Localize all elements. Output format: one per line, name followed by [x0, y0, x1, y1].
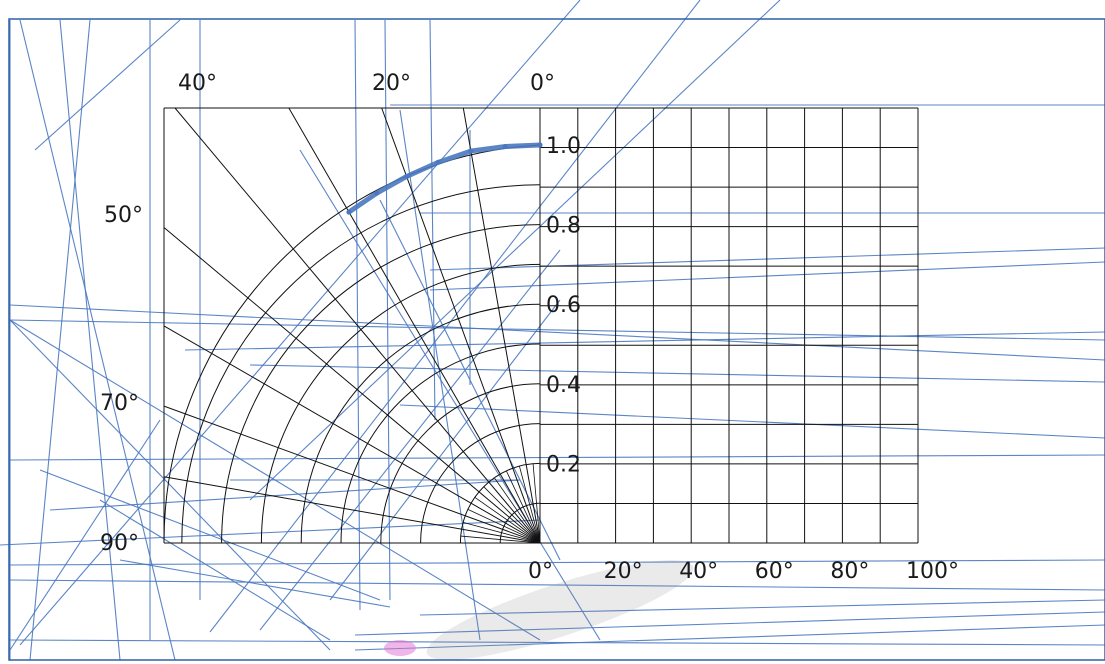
- stray-line: [49, 479, 521, 511]
- stray-line: [29, 19, 91, 661]
- polar-arc: [300, 303, 541, 544]
- angle-label: 50°: [104, 203, 143, 228]
- watermark-shape: [384, 640, 416, 656]
- stray-line: [19, 19, 176, 661]
- x-tick-label: 20°: [604, 559, 643, 584]
- frame-border: [8, 18, 1105, 661]
- stray-line: [354, 624, 1105, 651]
- polar-spoke: [163, 227, 541, 544]
- stray-line: [119, 559, 391, 608]
- polar-spoke: [288, 107, 541, 544]
- polar-spoke-minor: [494, 477, 541, 544]
- polar-spoke-minor: [474, 497, 541, 544]
- stray-line: [354, 611, 1105, 636]
- x-tick-label: 60°: [755, 559, 794, 584]
- polar-spoke: [174, 107, 541, 544]
- chart-labels: 1.0 0.8 0.6 0.4 0.2 0° 20° 40° 50° 70° 90° 0° 20° 40°…: [100, 71, 959, 584]
- stray-line: [9, 319, 1105, 341]
- stray-line: [9, 319, 331, 651]
- stray-line: [99, 499, 331, 641]
- polar-spoke-minor: [460, 535, 541, 544]
- radial-tick-label: 1.0: [546, 134, 581, 159]
- polar-spoke-minor: [505, 470, 541, 544]
- stray-line: [0, 519, 541, 546]
- polar-arc: [260, 263, 541, 544]
- polar-spoke: [381, 107, 541, 544]
- series-point: [435, 159, 441, 165]
- stray-line: [9, 579, 1105, 591]
- polar-spoke-minor: [463, 522, 541, 544]
- stray-line: [399, 404, 1105, 439]
- series-line: [346, 142, 543, 215]
- chart-marks: [346, 142, 543, 215]
- series-point: [346, 209, 352, 215]
- polar-spoke-minor: [483, 486, 541, 544]
- radial-tick-label: 0.2: [546, 452, 581, 477]
- polar-arc: [221, 224, 541, 544]
- stray-line: [9, 304, 1105, 361]
- stray-line: [9, 639, 1105, 646]
- polar-spoke-minor: [467, 508, 541, 544]
- polar-spoke-minor: [532, 463, 541, 544]
- stray-line: [399, 109, 481, 641]
- x-tick-label: 40°: [679, 559, 718, 584]
- chart-grid: [163, 107, 919, 544]
- stray-line: [184, 331, 1105, 351]
- stray-line: [59, 19, 121, 661]
- series-point: [502, 144, 508, 150]
- polar-spoke: [163, 405, 541, 544]
- stray-line: [34, 19, 181, 151]
- series-point: [374, 190, 380, 196]
- polar-spoke-minor: [519, 466, 541, 544]
- polar-arc: [340, 343, 541, 544]
- angle-label: 40°: [178, 71, 217, 96]
- stray-line: [299, 149, 601, 641]
- polar-spoke: [163, 325, 541, 544]
- x-tick-label: 100°: [906, 559, 959, 584]
- stray-line: [9, 559, 1105, 566]
- polar-arc: [181, 184, 541, 544]
- polar-arc: [380, 383, 541, 544]
- x-tick-label: 0°: [528, 559, 553, 584]
- radial-tick-label: 0.4: [546, 373, 581, 398]
- radial-tick-label: 0.6: [546, 293, 581, 318]
- stray-line: [209, 0, 701, 633]
- stray-line: [329, 299, 561, 601]
- stray-line: [9, 454, 1105, 461]
- polar-arc: [420, 423, 541, 544]
- series-point: [468, 148, 474, 154]
- x-tick-label: 80°: [830, 559, 869, 584]
- stray-line: [259, 249, 561, 631]
- angle-label: 70°: [100, 391, 139, 416]
- angle-label: 20°: [372, 71, 411, 96]
- polar-spoke: [462, 107, 541, 544]
- stray-line: [354, 19, 361, 611]
- polar-spoke: [163, 476, 541, 544]
- angle-label: 0°: [530, 71, 555, 96]
- watermark-shape: [426, 560, 694, 660]
- radial-tick-label: 0.8: [546, 214, 581, 239]
- stray-line: [429, 19, 436, 421]
- angle-label: 90°: [100, 531, 139, 556]
- stray-line: [419, 599, 1105, 616]
- stray-line: [9, 419, 161, 651]
- stray-line: [249, 0, 781, 501]
- series-point: [404, 173, 410, 179]
- series-point: [537, 142, 543, 148]
- stray-line: [429, 261, 1105, 291]
